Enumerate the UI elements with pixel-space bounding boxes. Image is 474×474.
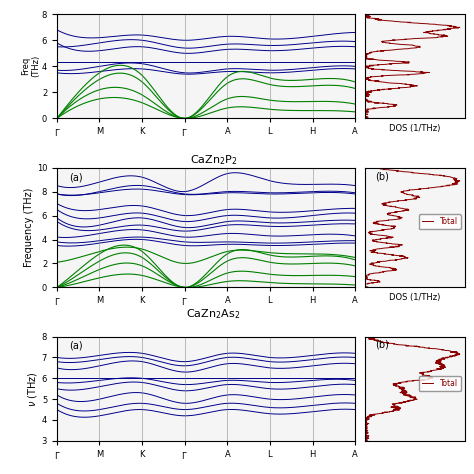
Text: (a): (a)	[69, 341, 82, 351]
Y-axis label: Freq
(THz): Freq (THz)	[21, 55, 40, 77]
Legend: Total: Total	[419, 376, 461, 391]
Text: (b): (b)	[375, 340, 389, 350]
Text: CaZn$_2$As$_2$: CaZn$_2$As$_2$	[186, 308, 240, 321]
X-axis label: DOS (1/THz): DOS (1/THz)	[389, 124, 440, 133]
Text: (a): (a)	[69, 173, 82, 182]
Legend: Total: Total	[419, 214, 461, 229]
Y-axis label: Frequency (THz): Frequency (THz)	[24, 188, 34, 267]
Text: CaZn$_2$P$_2$: CaZn$_2$P$_2$	[190, 154, 237, 167]
Y-axis label: $\nu$ (THz): $\nu$ (THz)	[26, 371, 39, 407]
Text: (b): (b)	[375, 171, 389, 181]
X-axis label: DOS (1/THz): DOS (1/THz)	[389, 293, 440, 302]
